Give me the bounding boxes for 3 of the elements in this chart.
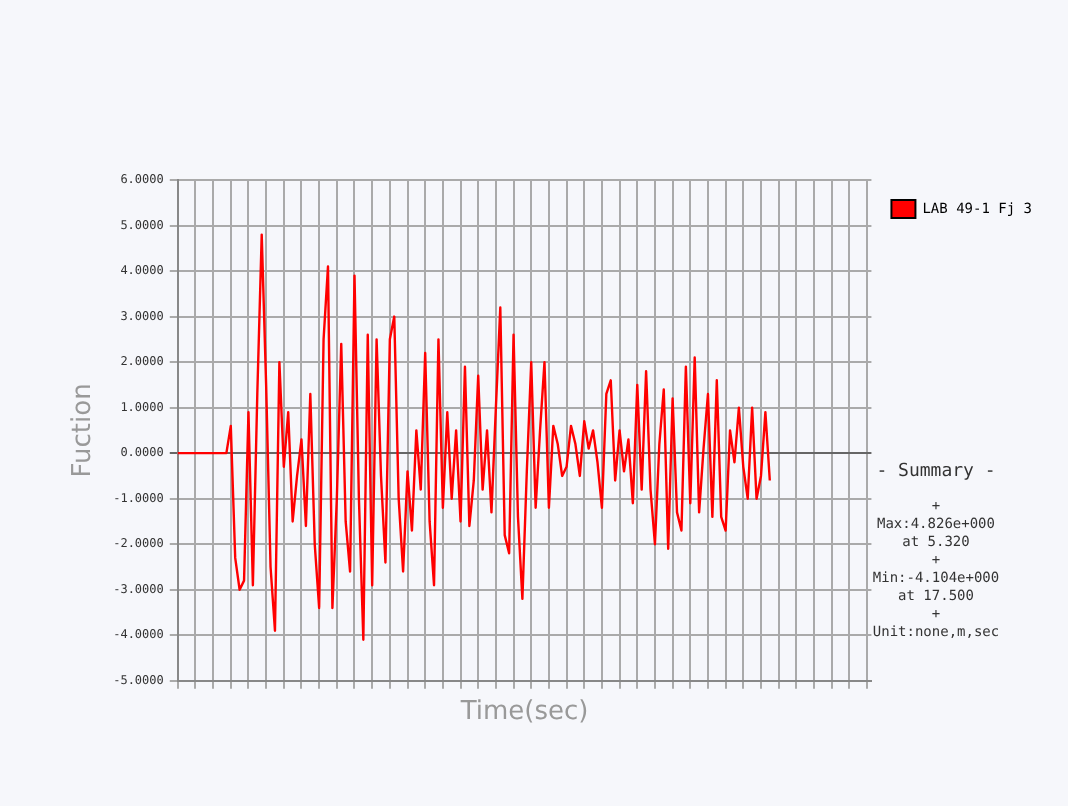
x-axis-title: Time(sec): [458, 697, 589, 728]
text: - Summary -: [874, 462, 998, 482]
y-axis-title: Fuction: [68, 383, 99, 478]
